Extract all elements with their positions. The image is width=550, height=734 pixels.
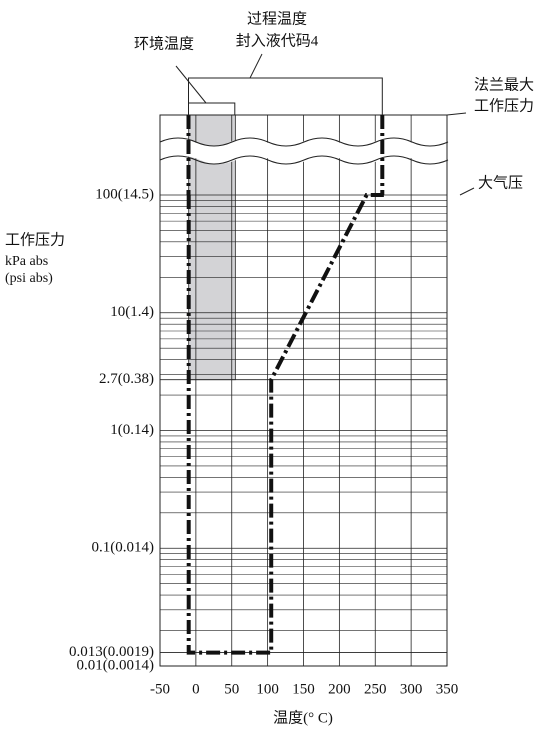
y-axis-label: kPa abs [5, 254, 48, 269]
x-tick-label: 0 [192, 681, 200, 697]
y-tick-label: 10(1.4) [110, 304, 154, 320]
axis-break [158, 138, 452, 164]
ambient-box [188, 102, 236, 116]
x-tick-label: 300 [400, 681, 423, 697]
leader [249, 53, 263, 79]
annotation: 工作压力 [474, 97, 534, 114]
x-tick-label: 250 [364, 681, 387, 697]
x-tick-label: 150 [292, 681, 315, 697]
annotation: 封入液代码4 [236, 32, 319, 49]
y-tick-label: 1(0.14) [110, 422, 154, 438]
leader [175, 65, 207, 104]
annotation: 过程温度 [247, 10, 307, 27]
y-tick-label: 0.1(0.014) [92, 540, 155, 556]
x-tick-label: -50 [150, 681, 170, 697]
leader [446, 112, 467, 116]
data-line [186, 193, 384, 655]
leader [459, 187, 475, 196]
plot-frame [159, 114, 448, 667]
x-axis-label: 温度(° C) [273, 709, 333, 726]
y-tick-label: 100(14.5) [95, 186, 154, 202]
y-axis-label: 工作压力 [5, 231, 65, 248]
break-edge [159, 155, 449, 165]
annotation: 环境温度 [134, 34, 194, 52]
annotation: 法兰最大 [474, 76, 534, 93]
y-tick-label: 0.013(0.0019) [69, 644, 154, 660]
bracket [188, 77, 383, 115]
y-tick-label: 0.01(0.0014) [77, 657, 155, 673]
x-tick-label: 200 [328, 681, 351, 697]
y-tick-label: 2.7(0.38) [99, 371, 154, 387]
y-axis-label: (psi abs) [5, 271, 53, 286]
x-tick-label: 350 [436, 681, 459, 697]
annotation: 大气压 [478, 174, 523, 191]
x-tick-label: 100 [256, 681, 279, 697]
break-edge [159, 137, 449, 147]
x-tick-label: 50 [224, 681, 239, 697]
